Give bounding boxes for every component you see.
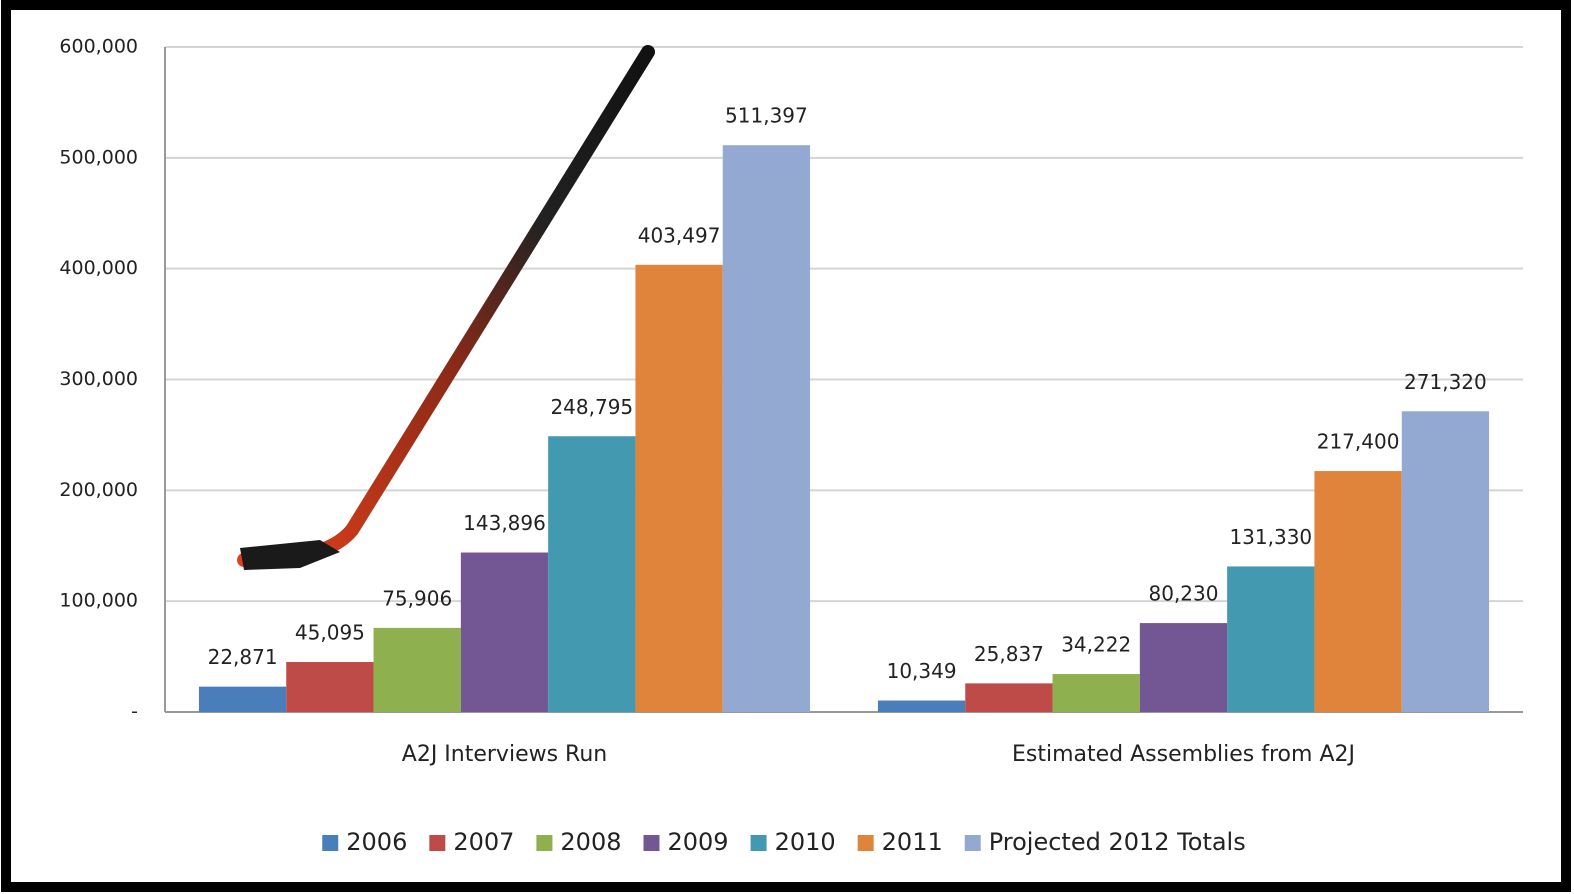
value-label: 45,095 <box>295 621 365 645</box>
x-tick-label: A2J Interviews Run <box>402 742 607 767</box>
legend-label: 2011 <box>882 828 943 856</box>
value-label: 80,230 <box>1149 582 1219 606</box>
value-label: 217,400 <box>1317 430 1400 454</box>
bar <box>198 686 287 712</box>
legend-label: 2007 <box>453 828 514 856</box>
bar <box>1052 674 1140 712</box>
value-label: 25,837 <box>974 642 1044 666</box>
bar <box>1139 623 1228 712</box>
value-label: 75,906 <box>382 586 452 610</box>
y-tick-label: 400,000 <box>59 257 138 279</box>
bar <box>722 145 811 712</box>
bar <box>373 627 461 712</box>
y-tick-label: - <box>131 701 138 723</box>
y-tick-label: 600,000 <box>59 36 138 58</box>
legend-label: 2008 <box>560 828 621 856</box>
bar <box>1401 411 1490 712</box>
x-tick-label: Estimated Assemblies from A2J <box>1012 742 1355 767</box>
y-tick-label: 300,000 <box>59 368 138 390</box>
legend-swatch <box>536 835 553 851</box>
legend-swatch <box>322 835 339 851</box>
legend-label: Projected 2012 Totals <box>989 828 1246 856</box>
hockey-stick <box>237 45 655 570</box>
bar <box>1227 566 1315 712</box>
value-label: 271,320 <box>1404 370 1487 394</box>
legend-swatch <box>750 835 767 851</box>
legend-label: 2006 <box>346 828 407 856</box>
bar <box>877 700 966 712</box>
value-label: 22,871 <box>208 645 278 669</box>
legend: 2006 2007 2008 2009 2010 2011 Projected 2012 T… <box>322 828 1246 856</box>
value-label: 131,330 <box>1229 525 1312 549</box>
legend-label: 2010 <box>775 828 836 856</box>
value-label: 10,349 <box>887 659 957 683</box>
value-label: 34,222 <box>1061 633 1131 657</box>
y-tick-label: 500,000 <box>59 146 138 168</box>
legend-label: 2009 <box>667 828 728 856</box>
bar <box>1314 471 1402 712</box>
value-label: 143,896 <box>463 511 546 535</box>
bar <box>548 436 636 712</box>
legend-swatch <box>857 835 874 851</box>
bar <box>460 552 549 712</box>
bar <box>965 683 1053 712</box>
value-label: 403,497 <box>638 223 721 247</box>
value-label: 511,397 <box>725 104 808 128</box>
legend-swatch <box>429 835 446 851</box>
value-label: 248,795 <box>550 395 633 419</box>
legend-swatch <box>643 835 660 851</box>
bar <box>286 662 374 712</box>
y-tick-label: 200,000 <box>59 479 138 501</box>
y-tick-label: 100,000 <box>59 590 138 612</box>
bar <box>635 264 723 712</box>
legend-swatch <box>964 835 981 851</box>
